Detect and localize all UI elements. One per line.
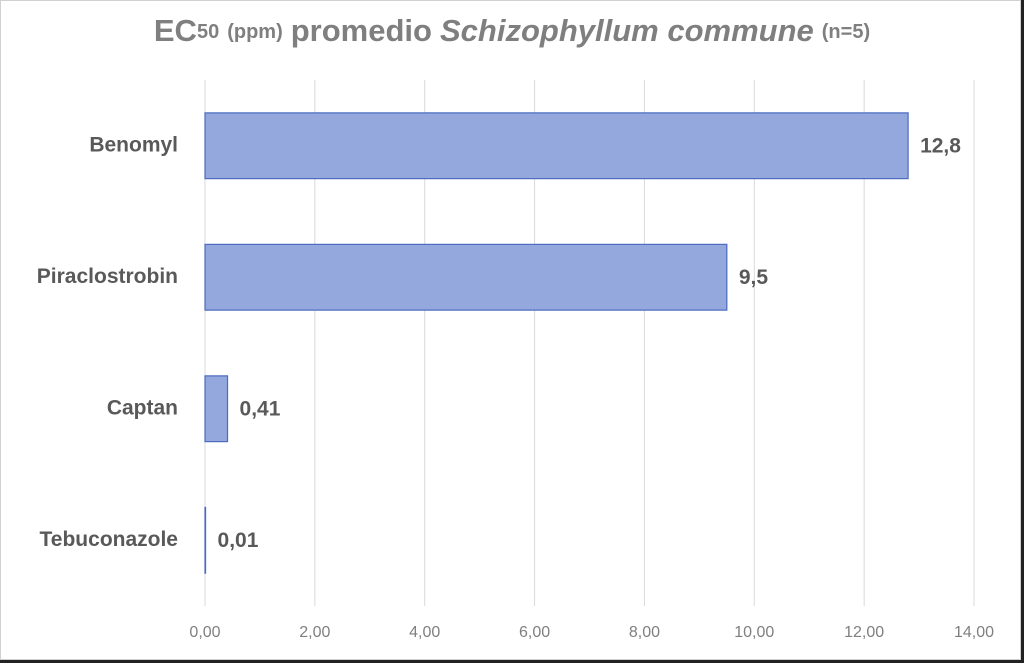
title-part: Schizophyllum commune [440, 13, 814, 48]
y-tick-label: Piraclostrobin [37, 265, 178, 288]
value-label: 9,5 [739, 266, 769, 289]
chart-title: EC50 (ppm) promedio Schizophyllum commune (n… [154, 13, 870, 48]
x-tick-label: 14,00 [954, 624, 994, 641]
title-part: (ppm) [227, 21, 283, 43]
bar [204, 112, 909, 180]
value-label: 12,8 [920, 134, 961, 157]
y-tick-label: Tebuconazole [40, 528, 178, 551]
x-tick-label: 12,00 [844, 624, 884, 641]
y-tick-label: Captan [107, 396, 178, 419]
bar [204, 375, 229, 443]
title-part: EC [154, 13, 197, 48]
value-label: 0,41 [240, 397, 281, 420]
title-part: 50 [197, 21, 219, 43]
y-tick-label: Benomyl [89, 133, 178, 156]
x-tick-label: 10,00 [734, 624, 774, 641]
x-tick-label: 0,00 [189, 624, 220, 641]
x-tick-label: 6,00 [519, 624, 550, 641]
x-tick-label: 4,00 [409, 624, 440, 641]
bar [204, 243, 728, 311]
x-tick-label: 8,00 [629, 624, 660, 641]
title-part: (n=5) [822, 21, 870, 43]
x-tick-label: 2,00 [299, 624, 330, 641]
value-label: 0,01 [218, 529, 259, 552]
title-part: promedio [291, 13, 432, 48]
bar [204, 506, 207, 574]
